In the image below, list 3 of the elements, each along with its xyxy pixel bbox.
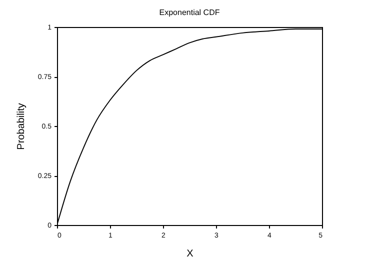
chart-title: Exponential CDF: [159, 8, 220, 17]
y-axis-title: Probability: [16, 103, 27, 150]
x-axis-title: X: [186, 248, 194, 260]
